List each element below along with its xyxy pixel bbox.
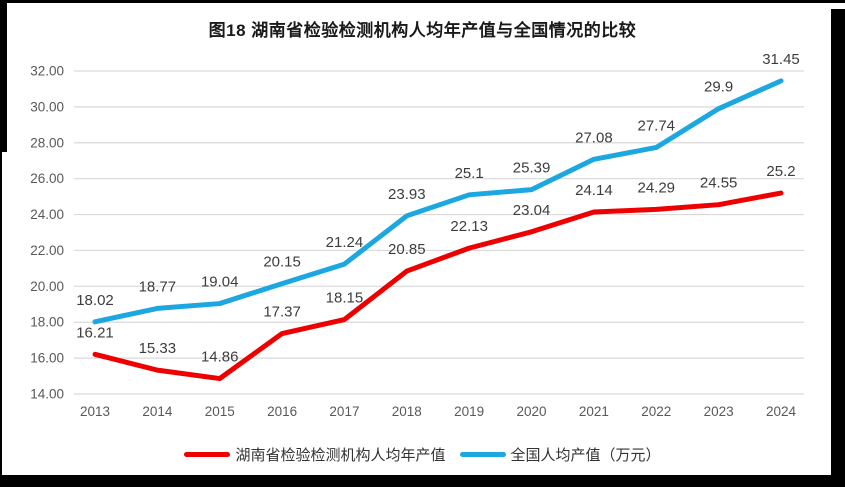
x-tick-label: 2023	[704, 404, 734, 419]
data-label: 24.29	[637, 179, 675, 196]
data-label: 23.93	[388, 186, 426, 203]
series-line-0	[92, 190, 784, 382]
y-tick-label: 14.00	[30, 387, 64, 402]
x-tick-label: 2017	[329, 404, 359, 419]
x-tick-label: 2014	[142, 404, 173, 419]
data-label: 24.14	[575, 182, 613, 199]
data-label: 27.74	[637, 117, 675, 134]
legend-line-swatch-red	[184, 451, 231, 457]
legend-line-swatch-blue	[459, 451, 506, 457]
data-label: 25.1	[455, 165, 484, 182]
chart-title: 图18 湖南省检验检测机构人均年产值与全国情况的比较	[208, 21, 637, 40]
data-label: 23.04	[513, 202, 551, 219]
data-label: 17.37	[263, 304, 301, 321]
data-label: 20.85	[388, 241, 426, 258]
data-label: 18.02	[76, 292, 114, 309]
y-tick-label: 22.00	[30, 243, 64, 258]
frame-border-top	[0, 0, 845, 3]
data-label: 14.86	[201, 349, 239, 366]
data-label: 27.08	[575, 129, 613, 146]
y-tick-label: 18.00	[30, 315, 64, 330]
y-tick-label: 32.00	[30, 64, 64, 79]
data-label: 22.13	[450, 218, 488, 235]
data-label: 16.21	[76, 324, 114, 341]
x-tick-label: 2019	[454, 404, 484, 419]
data-label: 19.04	[201, 274, 239, 291]
x-tick-label: 2020	[517, 404, 547, 419]
x-axis-tick-labels: 2013 2014 2015 2016 2017 2018 2019 2020 2021 2022…	[80, 404, 797, 419]
legend-label-hunan: 湖南省检验检测机构人均年产值	[235, 446, 446, 464]
x-tick-label: 2015	[205, 404, 235, 419]
data-label: 20.15	[263, 254, 301, 271]
x-tick-label: 2018	[392, 404, 422, 419]
frame-border-left-upper	[0, 0, 7, 152]
y-axis-tick-labels: 14.00 16.00 18.00 20.00 22.00 24.00 26.00 28.00…	[30, 64, 64, 402]
data-labels-series-1: 18.02 18.77 19.04 20.15 21.24 23.93 25.1 25.39 2…	[76, 51, 800, 309]
data-label: 15.33	[139, 340, 177, 357]
y-tick-label: 28.00	[30, 135, 64, 150]
data-labels-series-0: 16.21 15.33 14.86 17.37 18.15 20.85 22.13 23.04…	[76, 163, 795, 366]
data-label: 31.45	[762, 51, 800, 68]
data-label: 24.55	[700, 175, 738, 192]
x-tick-label: 2022	[641, 404, 671, 419]
legend-item-hunan: 湖南省检验检测机构人均年产值	[184, 444, 446, 465]
x-tick-label: 2024	[766, 404, 797, 419]
y-tick-label: 16.00	[30, 351, 64, 366]
data-label: 25.39	[513, 160, 551, 177]
data-label: 18.77	[139, 278, 177, 295]
data-label: 21.24	[326, 234, 364, 251]
data-label: 25.2	[766, 163, 795, 180]
x-tick-label: 2013	[80, 404, 110, 419]
frame-border-bottom	[0, 475, 845, 487]
frame-border-left-lower	[0, 152, 2, 475]
gridlines	[74, 70, 804, 395]
data-label: 18.15	[326, 290, 364, 307]
legend-label-national: 全国人均产值（万元）	[510, 446, 661, 464]
data-label: 29.9	[704, 79, 733, 96]
y-tick-label: 20.00	[30, 279, 64, 294]
x-tick-label: 2021	[579, 404, 609, 419]
series-line-1	[92, 78, 784, 325]
legend-item-national: 全国人均产值（万元）	[459, 444, 661, 465]
y-tick-label: 24.00	[30, 207, 64, 222]
y-tick-label: 30.00	[30, 99, 64, 114]
frame-border-right	[831, 9, 845, 487]
y-tick-label: 26.00	[30, 171, 64, 186]
x-tick-label: 2016	[267, 404, 297, 419]
legend: 湖南省检验检测机构人均年产值 全国人均产值（万元）	[0, 441, 845, 467]
